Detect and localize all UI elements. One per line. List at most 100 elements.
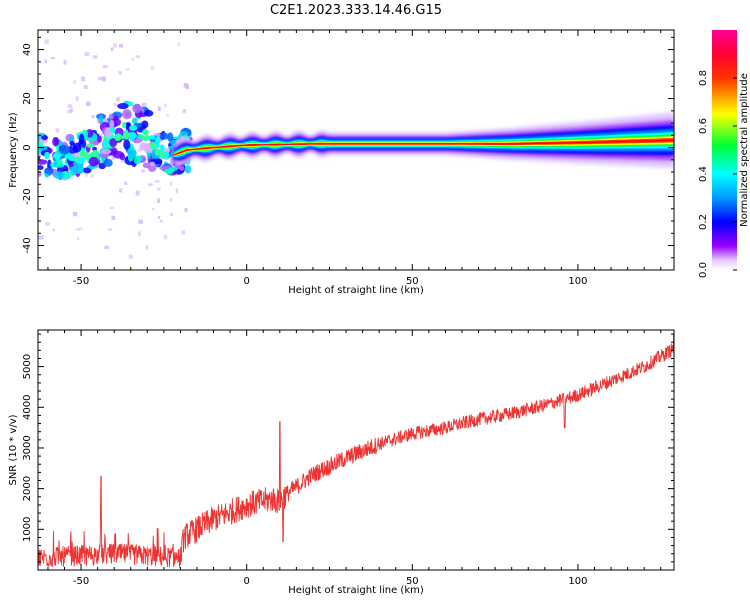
spectrogram-speckle xyxy=(118,70,123,75)
spectrogram-speckle xyxy=(170,213,173,216)
spectrogram-blob xyxy=(38,159,48,165)
spectrogram-speckle xyxy=(90,174,94,178)
spectrogram-speckle xyxy=(141,102,145,108)
snr-y-tick-label: 2000 xyxy=(22,476,33,501)
spectrogram-speckle xyxy=(72,80,77,84)
spectrogram-blob xyxy=(148,135,156,140)
snr-y-tick-label: 4000 xyxy=(22,395,33,420)
spectrogram-blob xyxy=(89,152,97,157)
spectrogram-speckle xyxy=(157,187,161,191)
spectrogram-blob xyxy=(101,148,112,155)
spectrogram-blob xyxy=(169,155,174,167)
snr-frame xyxy=(37,329,675,571)
spectrogram-speckle xyxy=(55,128,60,133)
spectrogram-blob xyxy=(129,125,138,131)
spectrogram-heatmap xyxy=(38,39,674,259)
spectrogram-blob xyxy=(44,167,54,175)
spectrogram-speckle xyxy=(76,237,80,240)
snr-x-tick-label: 100 xyxy=(568,576,587,587)
spectrogram-blob xyxy=(110,126,116,134)
snr-x-tick-label: -50 xyxy=(73,576,89,587)
colorbar-gradient xyxy=(712,30,737,270)
snr-y-tick-label: 5000 xyxy=(22,354,33,379)
spectrogram-speckle xyxy=(163,234,168,240)
spectrogram-speckle xyxy=(118,188,123,193)
spectrogram-blob xyxy=(46,147,53,154)
spectrogram-speckle xyxy=(75,96,79,101)
spectrogram-speckle xyxy=(124,181,128,185)
snr-series-line xyxy=(38,334,674,568)
spectrogram-blob xyxy=(52,137,59,147)
spectrogram-blob xyxy=(144,109,154,117)
spectrogram-y-tick-label: -40 xyxy=(22,237,33,253)
spectrogram-speckle xyxy=(138,219,143,224)
spectrogram-blob xyxy=(103,158,113,167)
spectrogram-y-tick-label: 40 xyxy=(22,43,33,56)
spectrogram-speckle xyxy=(109,206,115,209)
spectrogram-blob xyxy=(109,119,115,129)
spectrogram-band-layer xyxy=(173,136,674,157)
spectrogram-blob xyxy=(149,161,156,166)
spectrogram-speckle xyxy=(102,76,106,82)
spectrogram-blob xyxy=(141,120,149,129)
snr-y-tick-label: 1000 xyxy=(22,517,33,542)
spectrogram-blob xyxy=(160,144,165,152)
spectrogram-y-axis-label: Frequency (Hz) xyxy=(8,112,19,188)
spectrogram-blob xyxy=(38,165,44,171)
spectrogram-speckle xyxy=(110,47,114,51)
spectrogram-blob xyxy=(115,135,125,140)
spectrogram-blob xyxy=(144,130,149,135)
spectrogram-speckle xyxy=(157,198,161,203)
spectrogram-blob xyxy=(79,150,87,158)
spectrogram-speckle xyxy=(143,102,147,106)
spectrogram-speckle xyxy=(80,76,86,82)
spectrogram-blob xyxy=(109,138,118,148)
spectrogram-speckle xyxy=(91,114,95,119)
spectrogram-speckle xyxy=(44,59,47,63)
spectrogram-speckle xyxy=(184,84,189,88)
spectrogram-speckle xyxy=(86,101,91,107)
spectrogram-ticks: -50 0 50 100 -40 -20 0 20 40 xyxy=(22,30,674,287)
colorbar-tick-label: 0.8 xyxy=(698,70,709,86)
spectrogram-speckle xyxy=(78,227,83,230)
spectrogram-speckle xyxy=(118,44,124,48)
spectrogram-blob xyxy=(47,159,52,170)
colorbar-tick-label: 0.2 xyxy=(698,214,709,230)
spectrogram-speckle xyxy=(150,65,154,70)
spectrogram-speckle xyxy=(177,42,180,46)
spectrogram-blob xyxy=(69,140,75,146)
spectrogram-speckle xyxy=(164,103,167,108)
spectrogram-speckle xyxy=(120,158,125,163)
spectrogram-speckle xyxy=(131,58,134,61)
spectrogram-speckle xyxy=(116,97,120,102)
spectrogram-blob xyxy=(58,145,71,155)
colorbar-tick-label: 0.4 xyxy=(698,166,709,182)
spectrogram-blob xyxy=(86,143,95,148)
spectrogram-blob xyxy=(139,142,150,151)
spectrogram-blob xyxy=(142,162,151,169)
snr-ticks: -50 0 50 100 1000 2000 3000 4000 5000 xyxy=(22,330,674,587)
spectrogram-speckle xyxy=(50,57,55,60)
spectrogram-speckle xyxy=(154,179,160,183)
spectrogram-blob xyxy=(102,140,107,147)
spectrogram-blob xyxy=(72,142,82,153)
spectrogram-speckle xyxy=(184,208,188,212)
spectrogram-blob xyxy=(129,136,135,141)
spectrogram-speckle xyxy=(113,103,118,107)
spectrogram-speckle xyxy=(102,65,108,69)
spectrogram-blob xyxy=(143,135,151,141)
spectrogram-blob xyxy=(117,103,129,110)
spectrogram-blob xyxy=(112,150,124,159)
spectrogram-blob xyxy=(108,113,114,120)
spectrogram-blob xyxy=(179,166,185,172)
spectrogram-speckle xyxy=(181,230,186,235)
spectrogram-y-tick-label: 20 xyxy=(22,92,33,105)
spectrogram-blob xyxy=(123,139,131,150)
spectrogram-blob xyxy=(124,111,132,117)
spectrogram-blob xyxy=(131,117,138,125)
snr-y-tick-label: 3000 xyxy=(22,435,33,460)
spectrogram-y-tick-label: 0 xyxy=(22,144,33,150)
colorbar-tick-label: 0.0 xyxy=(698,262,709,278)
spectrogram-speckle xyxy=(67,110,73,114)
